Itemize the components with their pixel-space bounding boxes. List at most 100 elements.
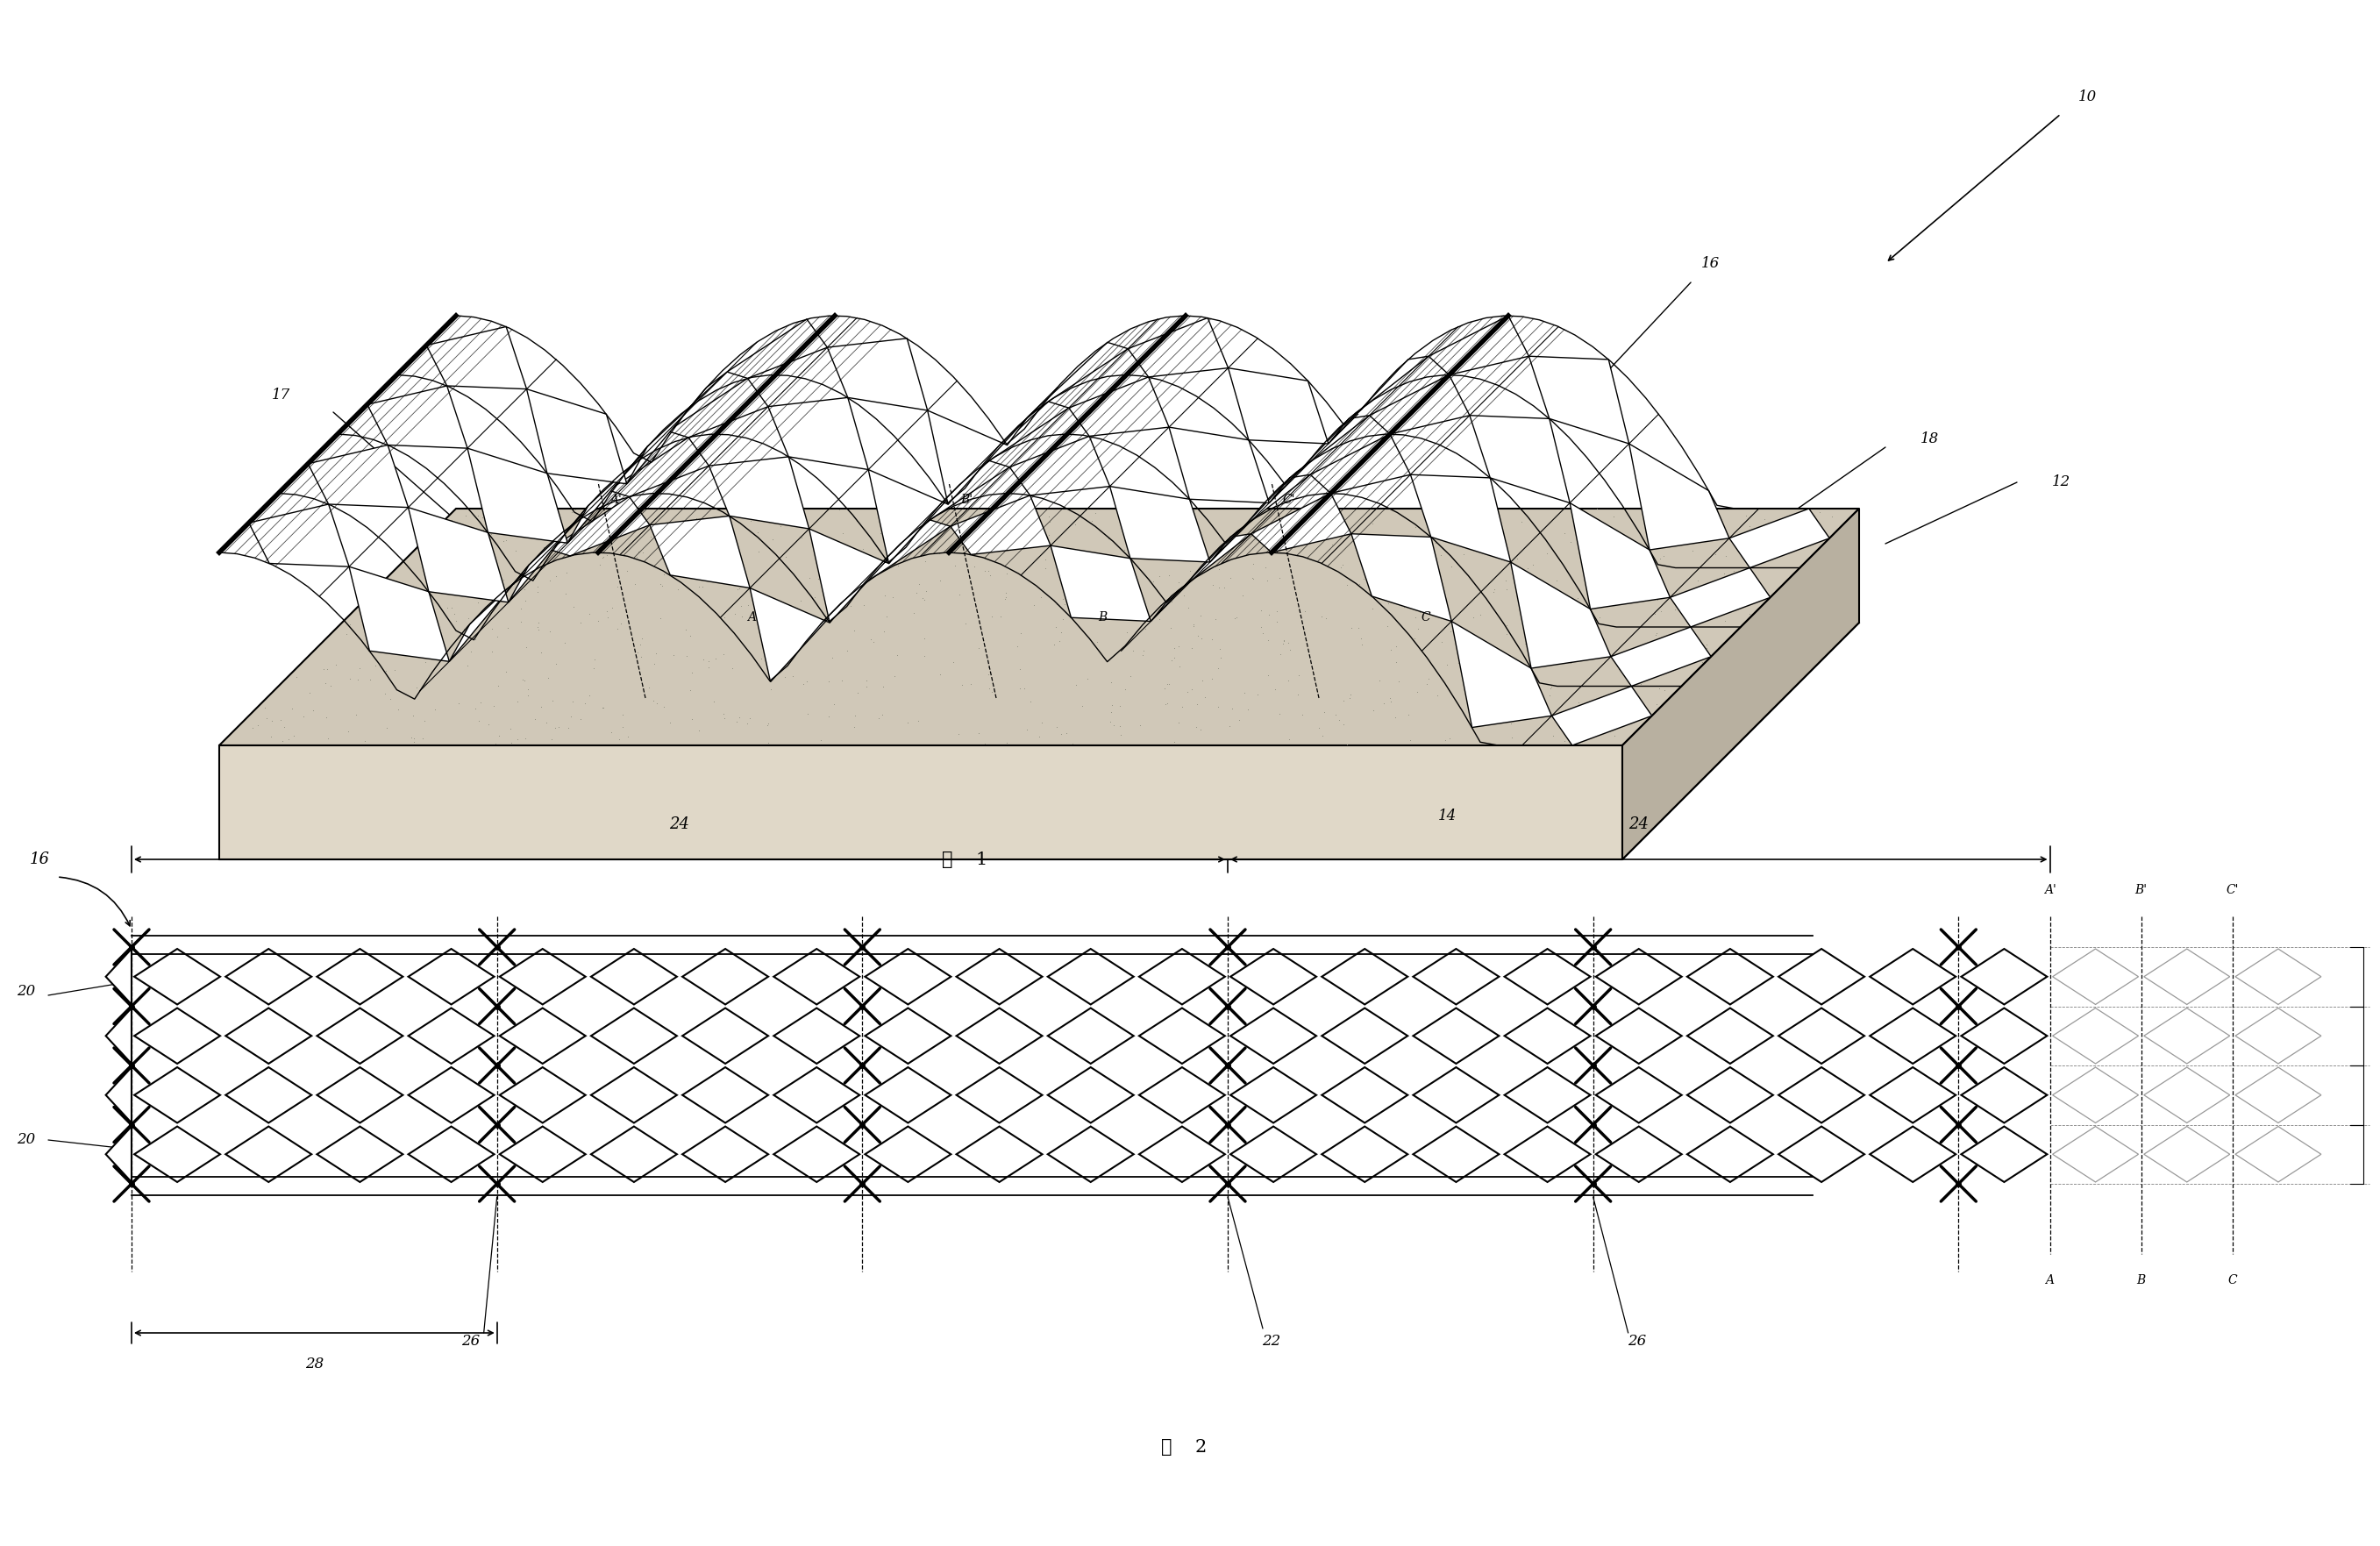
- Polygon shape: [1504, 1008, 1590, 1064]
- Polygon shape: [1414, 1127, 1499, 1183]
- Text: 17: 17: [271, 386, 290, 402]
- Polygon shape: [1468, 416, 1571, 502]
- Polygon shape: [1047, 1008, 1133, 1064]
- Polygon shape: [1597, 1008, 1683, 1064]
- Polygon shape: [774, 1127, 859, 1183]
- Text: 图    1: 图 1: [942, 850, 988, 867]
- Polygon shape: [590, 949, 676, 1005]
- Polygon shape: [950, 495, 1050, 555]
- Polygon shape: [1152, 533, 1252, 621]
- Polygon shape: [774, 1008, 859, 1064]
- Polygon shape: [450, 549, 550, 662]
- Polygon shape: [250, 504, 350, 566]
- Polygon shape: [969, 402, 1069, 476]
- Polygon shape: [133, 1008, 219, 1064]
- Polygon shape: [864, 1127, 952, 1183]
- Polygon shape: [750, 587, 850, 682]
- Polygon shape: [2052, 1008, 2140, 1064]
- Polygon shape: [850, 519, 950, 595]
- Polygon shape: [928, 410, 1028, 504]
- Polygon shape: [2235, 1008, 2320, 1064]
- Polygon shape: [1571, 502, 1671, 609]
- Polygon shape: [317, 1067, 402, 1122]
- Polygon shape: [1028, 342, 1128, 417]
- Polygon shape: [590, 1067, 676, 1122]
- Polygon shape: [957, 1008, 1042, 1064]
- Polygon shape: [1778, 1008, 1864, 1064]
- Text: 16: 16: [1702, 255, 1718, 271]
- Polygon shape: [500, 1008, 585, 1064]
- Polygon shape: [1140, 1008, 1226, 1064]
- Polygon shape: [1269, 416, 1368, 502]
- Text: C': C': [1283, 493, 1295, 506]
- Polygon shape: [1169, 427, 1269, 502]
- Text: A': A': [609, 493, 621, 506]
- Polygon shape: [1047, 949, 1133, 1005]
- Polygon shape: [226, 1008, 312, 1064]
- Polygon shape: [1528, 356, 1628, 444]
- Polygon shape: [1311, 434, 1411, 493]
- Polygon shape: [1228, 368, 1328, 444]
- Polygon shape: [409, 507, 509, 603]
- Polygon shape: [105, 1127, 131, 1183]
- Polygon shape: [1687, 1008, 1773, 1064]
- Text: B: B: [1097, 612, 1107, 625]
- Polygon shape: [2144, 1008, 2230, 1064]
- Polygon shape: [1687, 949, 1773, 1005]
- Polygon shape: [2144, 949, 2230, 1005]
- Polygon shape: [1961, 1067, 2047, 1122]
- Polygon shape: [1230, 1008, 1316, 1064]
- Polygon shape: [1961, 949, 2047, 1005]
- Polygon shape: [1504, 949, 1590, 1005]
- Polygon shape: [1109, 487, 1209, 563]
- Polygon shape: [226, 1127, 312, 1183]
- Polygon shape: [2235, 1067, 2320, 1122]
- Polygon shape: [500, 1127, 585, 1183]
- Polygon shape: [769, 397, 869, 470]
- Polygon shape: [1368, 374, 1468, 434]
- Polygon shape: [1504, 1127, 1590, 1183]
- Polygon shape: [683, 1067, 769, 1122]
- Polygon shape: [226, 1067, 312, 1122]
- Polygon shape: [317, 1127, 402, 1183]
- Polygon shape: [1414, 1067, 1499, 1122]
- Text: 28: 28: [305, 1356, 324, 1371]
- Polygon shape: [307, 445, 409, 507]
- Polygon shape: [466, 448, 569, 543]
- Polygon shape: [133, 1067, 219, 1122]
- Polygon shape: [1511, 563, 1611, 668]
- Polygon shape: [2052, 949, 2140, 1005]
- Text: 22: 22: [1261, 1334, 1280, 1350]
- Polygon shape: [1778, 1127, 1864, 1183]
- Polygon shape: [1961, 1127, 2047, 1183]
- Polygon shape: [1778, 949, 1864, 1005]
- Polygon shape: [1687, 1127, 1773, 1183]
- Text: 20: 20: [17, 1133, 36, 1147]
- Text: 26: 26: [1628, 1334, 1647, 1350]
- Polygon shape: [909, 461, 1009, 535]
- Polygon shape: [1671, 567, 1771, 628]
- Polygon shape: [526, 390, 626, 484]
- Polygon shape: [367, 386, 466, 448]
- Polygon shape: [2144, 1127, 2230, 1183]
- Polygon shape: [1230, 1067, 1316, 1122]
- Polygon shape: [864, 1067, 952, 1122]
- Polygon shape: [1047, 1127, 1133, 1183]
- Polygon shape: [226, 949, 312, 1005]
- Text: 24: 24: [669, 816, 690, 832]
- Text: 26: 26: [462, 1334, 481, 1350]
- Polygon shape: [1611, 628, 1711, 686]
- Text: A: A: [2044, 1274, 2054, 1286]
- Polygon shape: [1428, 315, 1528, 374]
- Polygon shape: [550, 496, 650, 557]
- Polygon shape: [1252, 493, 1352, 552]
- Polygon shape: [864, 949, 952, 1005]
- Polygon shape: [133, 1127, 219, 1183]
- Polygon shape: [1411, 475, 1511, 563]
- Polygon shape: [1597, 949, 1683, 1005]
- Polygon shape: [869, 470, 969, 563]
- Text: 图    2: 图 2: [1161, 1439, 1207, 1455]
- Polygon shape: [426, 326, 526, 390]
- Polygon shape: [2235, 1127, 2320, 1183]
- Polygon shape: [509, 490, 609, 603]
